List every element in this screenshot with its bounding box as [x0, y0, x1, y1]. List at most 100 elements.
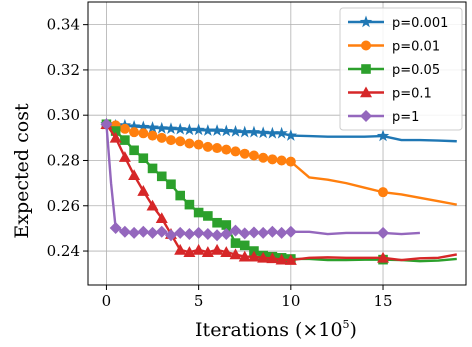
marker-triangle	[201, 246, 214, 257]
x-axis-label-main: Iterations (×10	[195, 319, 342, 341]
marker-diamond	[247, 226, 260, 239]
x-tick-label: 5	[194, 292, 204, 310]
marker-square	[156, 171, 167, 182]
x-tick-label: 10	[281, 292, 300, 310]
marker-star	[284, 129, 298, 141]
marker-diamond	[201, 228, 214, 241]
marker-square	[147, 163, 158, 174]
x-tick-label: 15	[373, 292, 392, 310]
marker-diamond	[137, 225, 150, 238]
x-axis-label-exponent: 5	[343, 318, 350, 331]
marker-triangle	[174, 243, 187, 255]
marker-square	[175, 190, 185, 201]
marker-triangle	[211, 243, 224, 255]
marker-star	[247, 125, 261, 138]
marker-star	[275, 126, 288, 139]
marker-circle	[193, 139, 204, 150]
marker-triangle	[220, 246, 233, 257]
marker-circle	[258, 152, 269, 163]
marker-square	[138, 153, 149, 164]
marker-star	[137, 120, 150, 133]
marker-square	[184, 199, 195, 210]
marker-diamond	[146, 226, 159, 239]
marker-diamond	[284, 225, 297, 238]
marker-circle	[361, 40, 371, 51]
legend-label: p=0.1	[392, 87, 432, 102]
series-p=0.01	[101, 119, 457, 206]
legend-label: p=0.05	[392, 63, 440, 78]
marker-diamond	[257, 226, 270, 239]
marker-triangle	[137, 185, 150, 196]
marker-circle	[156, 132, 167, 143]
legend-entry: p=0.05	[348, 63, 440, 78]
marker-triangle	[155, 212, 168, 224]
marker-square	[193, 207, 204, 218]
legend-label: p=1	[392, 110, 419, 125]
marker-diamond	[100, 118, 113, 131]
y-tick-label: 0.30	[47, 106, 80, 124]
marker-square	[221, 220, 232, 230]
marker-triangle	[146, 199, 159, 211]
x-axis-label-close: )	[350, 319, 357, 341]
marker-circle	[119, 123, 130, 134]
marker-circle	[147, 130, 158, 141]
marker-triangle	[257, 251, 270, 263]
marker-triangle	[229, 248, 242, 260]
marker-triangle	[266, 252, 279, 264]
marker-diamond	[360, 110, 372, 122]
marker-triangle	[238, 250, 251, 262]
marker-diamond	[174, 226, 187, 239]
marker-square	[120, 135, 130, 145]
marker-diamond	[183, 228, 196, 241]
marker-star	[238, 125, 251, 138]
y-tick-label: 0.26	[47, 197, 80, 215]
series-lines	[100, 117, 457, 265]
y-tick-label: 0.24	[47, 242, 80, 260]
marker-diamond	[109, 221, 122, 234]
y-tick-label: 0.34	[47, 16, 80, 34]
legend-entry: p=0.01	[348, 40, 440, 55]
marker-triangle	[109, 131, 122, 143]
marker-diamond	[275, 226, 288, 239]
marker-circle	[175, 136, 186, 147]
marker-star	[201, 124, 215, 136]
marker-star	[127, 120, 141, 132]
marker-triangle	[377, 251, 390, 263]
marker-star	[183, 123, 196, 136]
series-p=1	[100, 118, 420, 242]
marker-diamond	[128, 226, 141, 239]
marker-circle	[202, 141, 213, 152]
marker-star	[192, 123, 205, 136]
series-line	[105, 123, 457, 262]
marker-diamond	[229, 224, 242, 237]
marker-circle	[138, 128, 149, 139]
marker-triangle	[360, 86, 372, 98]
marker-square	[239, 240, 250, 251]
marker-triangle	[118, 151, 131, 162]
marker-square	[166, 179, 176, 190]
marker-diamond	[192, 226, 205, 239]
legend-entry: p=0.1	[348, 86, 432, 102]
axis-ticks: 0 5 10 15 0.24 0.26 0.28 0.30 0.32 0.34	[47, 16, 393, 310]
marker-star	[220, 124, 233, 137]
y-tick-label: 0.32	[47, 61, 80, 79]
marker-star	[266, 126, 279, 139]
marker-star	[155, 121, 168, 134]
legend-entry: p=0.001	[348, 15, 448, 31]
legend-entry: p=1	[348, 110, 419, 125]
marker-diamond	[238, 227, 251, 240]
series-line	[105, 123, 457, 263]
marker-star	[376, 129, 390, 142]
marker-circle	[276, 155, 287, 166]
marker-star	[210, 124, 224, 136]
marker-square	[110, 126, 121, 136]
marker-triangle	[128, 169, 141, 180]
marker-star	[359, 15, 373, 28]
y-axis-label: Expected cost	[11, 103, 33, 239]
marker-square	[230, 238, 241, 248]
marker-circle	[230, 146, 241, 157]
marker-circle	[267, 154, 278, 165]
x-axis-label: Iterations (×105)	[195, 318, 357, 341]
marker-diamond	[266, 225, 279, 238]
